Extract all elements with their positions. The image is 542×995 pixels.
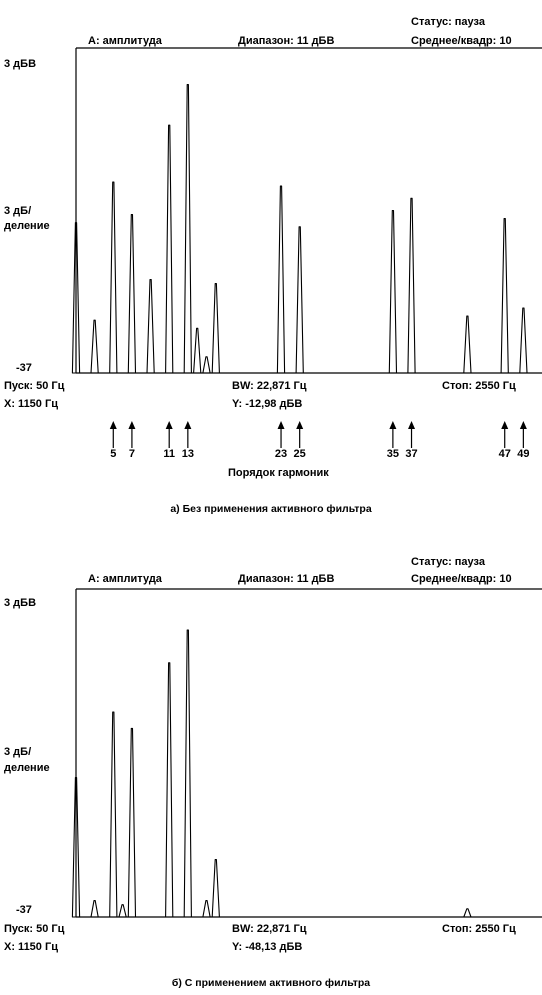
chart-a-cursor-y: Y: -12,98 дБВ xyxy=(232,398,303,410)
harmonic-order-49: 49 xyxy=(517,448,530,460)
chart-b-status-label: Статус: пауза xyxy=(411,556,485,568)
harmonic-order-23: 23 xyxy=(274,448,288,460)
chart-b-y-top-tick: 3 дБВ xyxy=(4,597,37,609)
harmonic-order-7: 7 xyxy=(128,448,135,460)
chart-a-y-mid-tick-1: 3 дБ/ xyxy=(4,205,32,217)
chart-b-start-freq: Пуск: 50 Гц xyxy=(4,923,65,935)
harmonic-order-35: 35 xyxy=(386,448,399,460)
harmonic-arrowhead-47 xyxy=(501,421,509,429)
harmonic-order-title: Порядок гармоник xyxy=(228,467,329,479)
chart-b-spectrum-trace xyxy=(71,629,542,918)
chart-a-start-freq: Пуск: 50 Гц xyxy=(4,380,65,392)
harmonic-arrowhead-5 xyxy=(109,421,117,429)
chart-a-averaging-label: Среднее/квадр: 10 xyxy=(411,35,512,47)
chart-a-bandwidth: BW: 22,871 Гц xyxy=(232,380,307,392)
harmonic-arrowhead-23 xyxy=(277,421,285,429)
chart-a-spectrum-trace xyxy=(71,84,542,374)
chart-a-cursor-x: X: 1150 Гц xyxy=(4,398,58,410)
chart-b-caption: б) С применением активного фильтра xyxy=(171,977,371,989)
chart-a-amplitude-label: A: амплитуда xyxy=(88,35,162,47)
chart-b-y-mid-tick-1: 3 дБ/ xyxy=(4,746,32,758)
harmonic-order-47: 47 xyxy=(498,448,511,460)
chart-b-stop-freq: Стоп: 2550 Гц xyxy=(442,923,516,935)
harmonic-arrowhead-49 xyxy=(519,421,527,429)
chart-b-y-bottom-tick: -37 xyxy=(16,904,32,916)
chart-b-range-label: Диапазон: 11 дБВ xyxy=(238,573,335,585)
chart-a-caption: а) Без применения активного фильтра xyxy=(170,503,372,515)
chart-a-status-label: Статус: пауза xyxy=(411,16,485,28)
chart-b-bandwidth: BW: 22,871 Гц xyxy=(232,923,307,935)
harmonic-arrowhead-7 xyxy=(128,421,136,429)
harmonic-order-13: 13 xyxy=(181,448,194,460)
chart-a-y-top-tick: 3 дБВ xyxy=(4,58,37,70)
chart-b-amplitude-label: A: амплитуда xyxy=(88,573,162,585)
chart-a-range-label: Диапазон: 11 дБВ xyxy=(238,35,335,47)
harmonic-arrowhead-35 xyxy=(389,421,397,429)
harmonic-order-5: 5 xyxy=(110,448,117,460)
harmonic-order-25: 25 xyxy=(293,448,306,460)
chart-a-y-bottom-tick: -37 xyxy=(16,362,32,374)
chart-b-cursor-y: Y: -48,13 дБВ xyxy=(232,941,303,953)
harmonic-arrowhead-37 xyxy=(408,421,416,429)
harmonic-order-11: 11 xyxy=(163,448,176,460)
harmonic-arrowhead-13 xyxy=(184,421,192,429)
chart-b-cursor-x: X: 1150 Гц xyxy=(4,941,58,953)
harmonic-order-37: 37 xyxy=(405,448,418,460)
chart-a-stop-freq: Стоп: 2550 Гц xyxy=(442,380,516,392)
chart-b-averaging-label: Среднее/квадр: 10 xyxy=(411,573,512,585)
harmonic-arrowhead-11 xyxy=(165,421,173,429)
chart-a-y-mid-tick-2: деление xyxy=(4,220,50,232)
chart-b-y-mid-tick-2: деление xyxy=(4,762,50,774)
harmonic-arrowhead-25 xyxy=(296,421,304,429)
